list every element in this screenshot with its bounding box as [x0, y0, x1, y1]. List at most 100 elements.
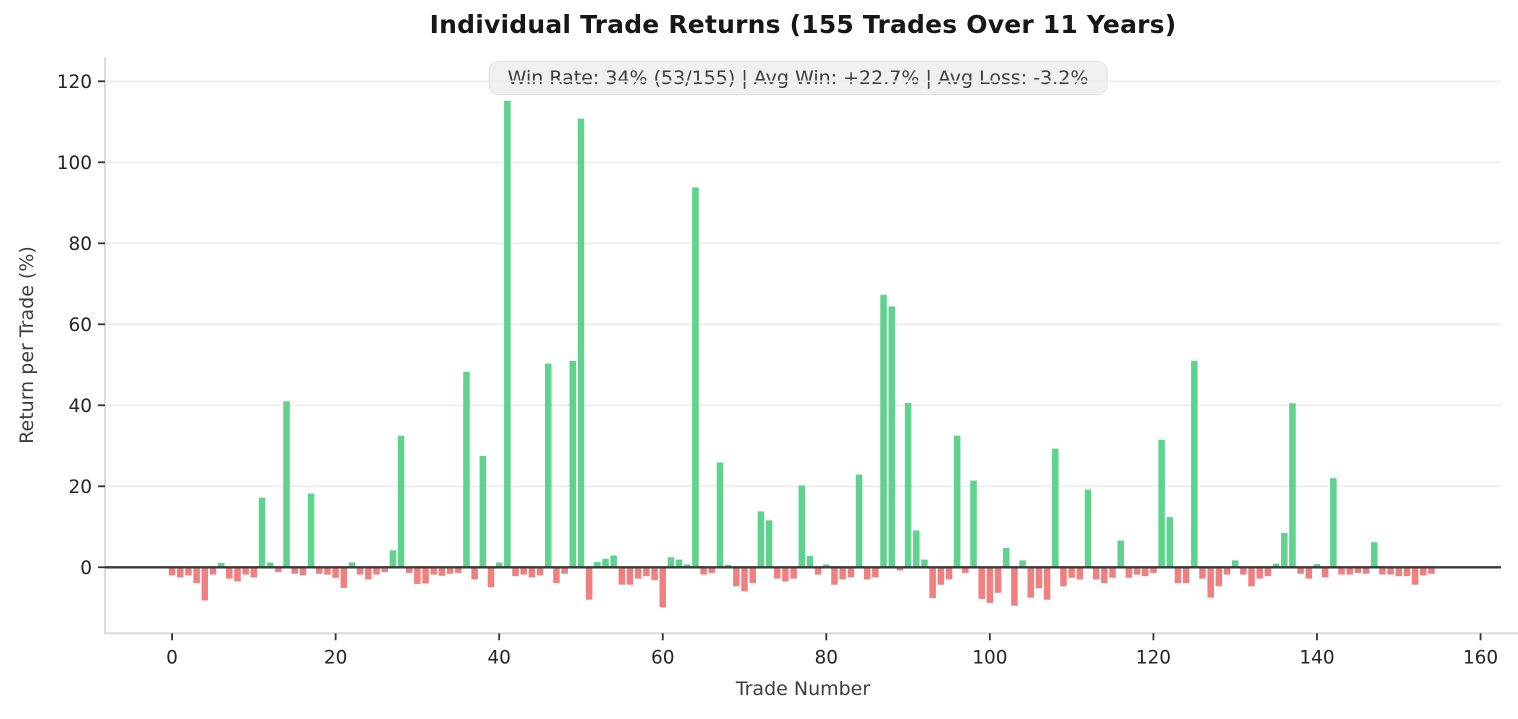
- loss-bar: [733, 567, 740, 587]
- loss-bar: [520, 567, 527, 575]
- loss-bar: [847, 567, 855, 578]
- loss-bar: [1256, 567, 1264, 579]
- loss-bar: [438, 567, 446, 576]
- loss-bar: [1027, 567, 1035, 598]
- win-bar: [1281, 532, 1288, 568]
- stats-summary-box: Win Rate: 34% (53/155) | Avg Win: +22.7%…: [488, 61, 1108, 95]
- loss-bar: [1043, 567, 1051, 600]
- win-bar: [495, 562, 503, 568]
- loss-bar: [994, 567, 1002, 593]
- loss-bar: [561, 567, 568, 574]
- loss-bar: [1101, 567, 1108, 584]
- loss-bar: [1133, 567, 1141, 575]
- loss-bar: [634, 567, 642, 579]
- loss-bar: [863, 567, 871, 580]
- loss-bar: [340, 567, 348, 588]
- loss-bar: [1199, 567, 1206, 579]
- loss-bar: [708, 567, 716, 573]
- win-bar: [1002, 547, 1010, 568]
- loss-bar: [193, 567, 200, 584]
- y-tick-label: 60: [68, 315, 92, 336]
- win-bar: [798, 485, 806, 568]
- loss-bar: [299, 567, 307, 576]
- win-bar: [1191, 360, 1198, 568]
- loss-bar: [937, 567, 945, 585]
- y-tick-label: 80: [68, 234, 92, 255]
- win-bar: [610, 555, 617, 568]
- loss-bar: [790, 567, 797, 579]
- y-tick-label: 40: [68, 396, 92, 417]
- loss-bar: [324, 567, 331, 575]
- win-bar: [602, 558, 609, 568]
- loss-bar: [585, 567, 593, 600]
- win-bar: [757, 511, 765, 568]
- loss-bar: [1379, 567, 1386, 575]
- loss-bar: [234, 567, 241, 582]
- x-tick-label: 40: [487, 647, 511, 668]
- win-bar: [1370, 542, 1378, 568]
- loss-bar: [1428, 567, 1435, 574]
- loss-bar: [1346, 567, 1353, 575]
- win-bar: [921, 559, 928, 568]
- loss-bar: [1403, 567, 1411, 577]
- loss-bar: [1248, 567, 1255, 587]
- win-bar: [1084, 489, 1092, 568]
- win-bar: [577, 118, 585, 568]
- loss-bar: [512, 567, 519, 577]
- x-axis-label: Trade Number: [735, 678, 871, 700]
- loss-bar: [1420, 567, 1427, 576]
- loss-bar: [185, 567, 192, 576]
- win-bar: [544, 363, 552, 568]
- win-bar: [389, 550, 397, 568]
- win-bar: [888, 306, 896, 568]
- win-bar: [970, 480, 977, 568]
- loss-bar: [455, 567, 462, 573]
- win-bar: [667, 557, 675, 568]
- loss-bar: [651, 567, 658, 581]
- loss-bar: [1215, 567, 1223, 587]
- win-bar: [1231, 560, 1239, 568]
- loss-bar: [1109, 567, 1116, 578]
- loss-bar: [373, 567, 380, 575]
- win-bar: [1272, 563, 1280, 568]
- loss-bar: [626, 567, 634, 585]
- loss-bar: [643, 567, 650, 577]
- loss-bar: [962, 567, 969, 573]
- win-bar: [904, 402, 912, 568]
- loss-bar: [381, 567, 388, 573]
- loss-bar: [700, 567, 707, 575]
- win-bar: [479, 455, 487, 568]
- loss-bar: [176, 567, 184, 578]
- x-tick-label: 140: [1299, 647, 1334, 668]
- win-bar: [880, 294, 887, 568]
- loss-bar: [1174, 567, 1182, 584]
- win-bar: [348, 562, 356, 568]
- loss-bar: [782, 567, 789, 582]
- loss-bar: [275, 567, 282, 573]
- loss-bar: [414, 567, 421, 584]
- win-bar: [1330, 478, 1337, 568]
- win-bar: [716, 462, 724, 568]
- win-bar: [594, 562, 601, 568]
- loss-bar: [356, 567, 364, 575]
- win-bar: [1166, 517, 1174, 568]
- loss-bar: [978, 567, 985, 599]
- loss-bar: [332, 567, 339, 578]
- x-tick-label: 0: [166, 647, 178, 668]
- loss-bar: [1141, 567, 1149, 577]
- loss-bar: [1223, 567, 1231, 575]
- loss-bar: [1362, 567, 1370, 574]
- loss-bar: [528, 567, 536, 578]
- loss-bar: [1321, 567, 1329, 578]
- loss-bar: [749, 567, 756, 584]
- loss-bar: [741, 567, 748, 592]
- loss-bar: [945, 567, 953, 580]
- loss-bar: [242, 567, 249, 575]
- loss-bar: [1035, 567, 1043, 589]
- loss-bar: [1207, 567, 1214, 598]
- loss-bar: [986, 567, 994, 603]
- win-bar: [504, 100, 511, 568]
- y-tick-label: 0: [80, 558, 92, 579]
- loss-bar: [1092, 567, 1100, 580]
- loss-bar: [1264, 567, 1272, 577]
